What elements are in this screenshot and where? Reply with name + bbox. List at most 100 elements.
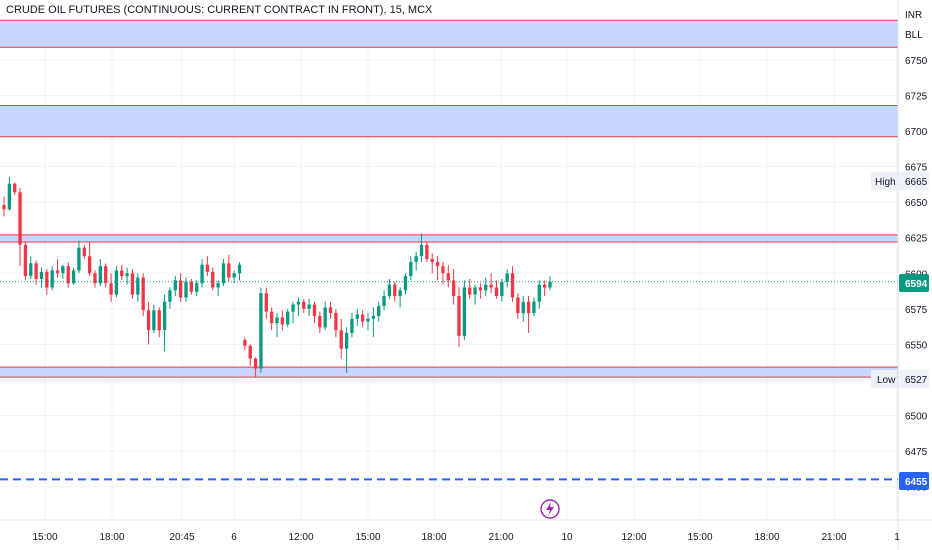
x-tick-label: 1	[894, 532, 900, 543]
candle-body	[227, 263, 231, 278]
candle-body	[205, 264, 210, 272]
level-price-value: 6455	[905, 477, 928, 488]
y-tick-label: 6675	[905, 163, 928, 174]
candle-body	[136, 277, 140, 295]
y-tick-label: 6475	[905, 447, 928, 458]
candle-body	[29, 263, 33, 277]
candle-body	[13, 183, 17, 193]
low-value: 6527	[905, 375, 928, 386]
candlestick-series	[2, 176, 552, 378]
candle-body	[152, 310, 156, 331]
candle-body	[366, 318, 370, 322]
candle-body	[521, 301, 525, 314]
candle-body	[451, 280, 456, 297]
candle-body	[468, 287, 472, 295]
candle-body	[216, 283, 220, 288]
candle-body	[61, 266, 65, 274]
candle-body	[371, 315, 376, 319]
candle-body	[141, 277, 145, 311]
high-value-box	[899, 172, 929, 190]
candle-body	[18, 192, 22, 245]
candle-body	[355, 314, 359, 319]
candle-body	[537, 284, 541, 302]
candle-body	[334, 313, 338, 331]
x-tick-label: 12:00	[288, 532, 313, 543]
candle-body	[77, 247, 81, 271]
candle-body	[184, 281, 188, 298]
x-tick-label: 21:00	[488, 532, 513, 543]
zone-fill	[0, 234, 898, 242]
candle-body	[409, 261, 413, 277]
candle-body	[494, 287, 499, 297]
candle-body	[318, 315, 322, 328]
last-price-tag[interactable]	[899, 274, 929, 292]
low-label-box	[871, 370, 897, 388]
candle-body	[414, 256, 418, 262]
candle-body	[93, 273, 97, 284]
x-tick-label: 18:00	[99, 532, 124, 543]
x-tick-label: 12:00	[621, 532, 646, 543]
candle-body	[403, 276, 408, 291]
candle-body	[275, 317, 279, 324]
candle-body	[243, 340, 247, 346]
y-tick-label: 6625	[905, 234, 928, 245]
candle-body	[307, 304, 311, 309]
candle-body	[264, 293, 268, 312]
candle-body	[168, 290, 172, 302]
candle-body	[435, 261, 440, 267]
low-value-box	[899, 370, 929, 388]
high-value: 6665	[905, 177, 928, 188]
zone-fill	[0, 20, 898, 48]
candle-body	[286, 311, 290, 325]
candle-body	[339, 330, 343, 349]
time-axis[interactable]: 15:00 18:00 20:45 6 12:00 15:00 18:00 21:00 10 12…	[32, 532, 900, 543]
candle-body	[195, 283, 199, 292]
candle-body	[189, 281, 194, 292]
low-label: Low	[877, 375, 896, 386]
candle-body	[45, 271, 49, 288]
candle-body	[221, 263, 226, 284]
corner-label: BLL	[905, 30, 923, 41]
candle-body	[291, 304, 295, 312]
candle-body	[146, 310, 151, 331]
candle-body	[162, 301, 167, 331]
price-tags: INR BLL High 6665 Low 6527 6594 6455	[540, 10, 929, 519]
candle-body	[98, 266, 103, 284]
candle-body	[446, 273, 450, 281]
chart-title: CRUDE OIL FUTURES (CONTINUOUS: CURRENT C…	[6, 4, 433, 16]
candle-body	[55, 270, 60, 274]
candle-body	[50, 270, 54, 288]
y-tick-label: 6575	[905, 305, 928, 316]
candle-body	[425, 244, 429, 260]
candle-body	[516, 297, 520, 314]
support-resistance-zones	[0, 19, 898, 378]
candle-body	[114, 270, 119, 295]
lightning-icon[interactable]	[540, 499, 560, 519]
x-tick-label: 18:00	[421, 532, 446, 543]
candle-body	[526, 301, 531, 314]
candle-body	[473, 287, 477, 295]
y-tick-label: 6750	[905, 56, 928, 67]
candle-body	[2, 205, 6, 210]
x-tick-label: 15:00	[687, 532, 712, 543]
candle-body	[7, 183, 12, 210]
candle-body	[323, 307, 327, 328]
candle-body	[120, 270, 124, 277]
candle-body	[548, 281, 552, 288]
level-price-tag[interactable]	[899, 472, 929, 490]
y-tick-label: 6550	[905, 340, 928, 351]
candle-body	[211, 271, 215, 288]
candle-body	[542, 284, 547, 288]
candle-body	[302, 301, 306, 309]
candle-body	[462, 287, 467, 336]
x-tick-label: 15:00	[32, 532, 57, 543]
x-tick-label: 18:00	[754, 532, 779, 543]
candle-body	[344, 332, 349, 349]
candle-body	[393, 284, 397, 297]
candle-body	[39, 271, 44, 279]
x-tick-label: 6	[231, 532, 237, 543]
candle-body	[104, 266, 108, 284]
candle-body	[253, 358, 258, 369]
y-tick-label: 6500	[905, 411, 928, 422]
